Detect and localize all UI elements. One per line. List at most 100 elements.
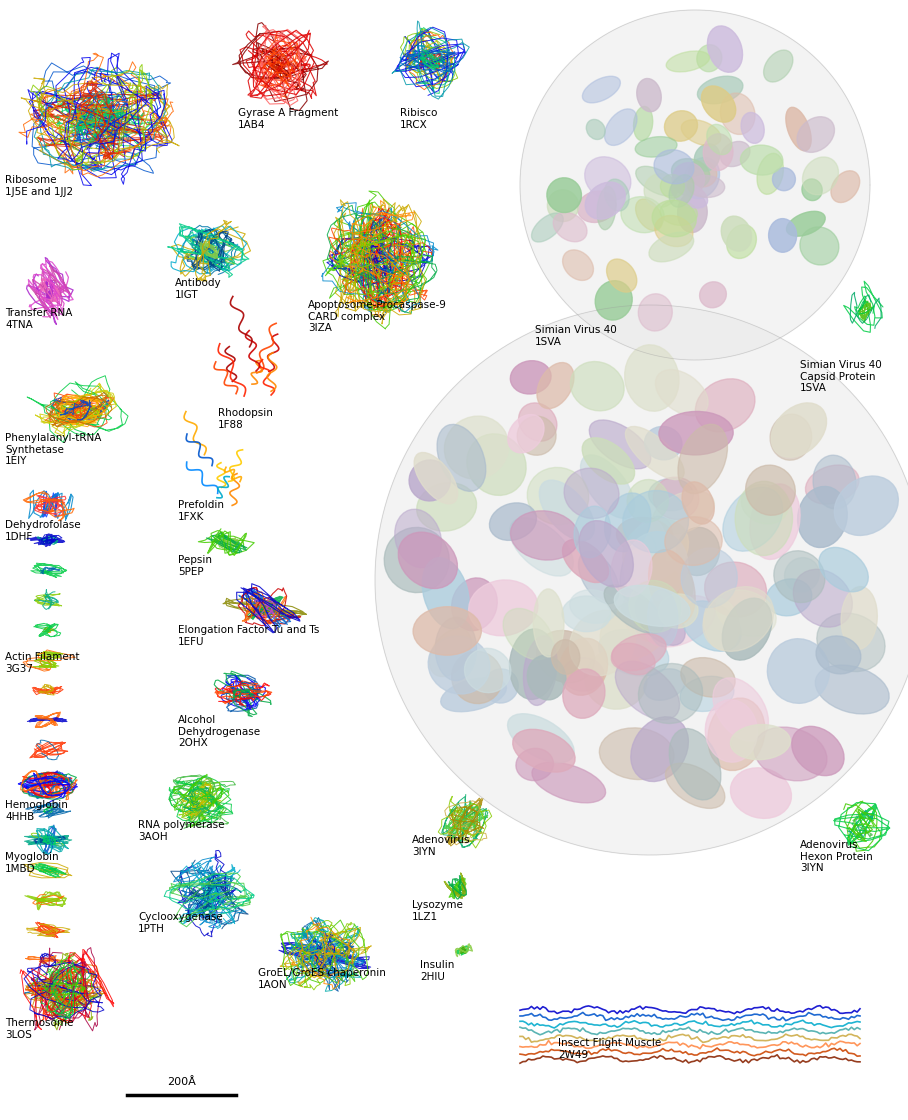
Ellipse shape (652, 200, 696, 236)
Ellipse shape (551, 640, 580, 674)
Ellipse shape (528, 467, 588, 524)
Ellipse shape (563, 250, 594, 280)
Ellipse shape (633, 567, 679, 624)
Ellipse shape (735, 482, 793, 556)
Ellipse shape (508, 713, 574, 763)
Ellipse shape (768, 218, 796, 252)
Ellipse shape (688, 160, 716, 187)
Ellipse shape (699, 282, 726, 308)
Ellipse shape (585, 157, 631, 200)
Ellipse shape (696, 45, 722, 72)
Ellipse shape (580, 455, 635, 519)
Ellipse shape (597, 187, 617, 230)
Ellipse shape (740, 146, 783, 175)
Text: Insulin
2HIU: Insulin 2HIU (420, 960, 454, 981)
Ellipse shape (615, 586, 690, 626)
Ellipse shape (636, 166, 678, 196)
Ellipse shape (548, 189, 578, 222)
Ellipse shape (704, 598, 739, 651)
Text: Dehydrofolase
1DHF: Dehydrofolase 1DHF (5, 520, 81, 542)
Ellipse shape (767, 638, 829, 703)
Ellipse shape (604, 585, 664, 634)
Ellipse shape (803, 157, 838, 195)
Ellipse shape (639, 516, 673, 554)
Ellipse shape (669, 728, 721, 800)
Ellipse shape (533, 589, 564, 657)
Ellipse shape (599, 728, 674, 780)
Ellipse shape (672, 162, 705, 196)
Ellipse shape (635, 606, 671, 642)
Ellipse shape (770, 414, 812, 460)
Ellipse shape (785, 558, 819, 592)
Ellipse shape (537, 363, 574, 409)
Ellipse shape (451, 652, 502, 703)
Ellipse shape (564, 468, 619, 519)
Ellipse shape (422, 558, 469, 628)
Ellipse shape (701, 86, 735, 122)
Ellipse shape (695, 143, 719, 171)
Ellipse shape (684, 158, 719, 198)
Ellipse shape (745, 465, 795, 515)
Ellipse shape (720, 93, 755, 134)
Ellipse shape (465, 648, 511, 692)
Ellipse shape (417, 483, 477, 531)
Ellipse shape (523, 636, 557, 706)
Ellipse shape (722, 598, 772, 660)
Ellipse shape (587, 120, 606, 140)
Ellipse shape (708, 698, 765, 771)
Text: Lysozyme
1LZ1: Lysozyme 1LZ1 (412, 900, 463, 922)
Ellipse shape (681, 548, 737, 607)
Ellipse shape (638, 293, 672, 332)
Ellipse shape (794, 569, 853, 627)
Ellipse shape (539, 480, 595, 541)
Ellipse shape (647, 589, 678, 646)
Text: 200Å: 200Å (167, 1077, 196, 1088)
Ellipse shape (531, 213, 563, 242)
Ellipse shape (677, 193, 707, 233)
Text: Prefoldin
1FXK: Prefoldin 1FXK (178, 500, 224, 522)
Ellipse shape (654, 477, 699, 520)
Ellipse shape (625, 345, 679, 411)
Ellipse shape (589, 420, 651, 469)
Ellipse shape (518, 417, 556, 455)
Ellipse shape (766, 579, 812, 616)
Ellipse shape (414, 452, 458, 504)
Ellipse shape (559, 638, 607, 696)
Ellipse shape (646, 596, 716, 647)
Text: Gyrase A Fragment
1AB4: Gyrase A Fragment 1AB4 (238, 108, 339, 130)
Ellipse shape (703, 587, 774, 652)
Ellipse shape (676, 528, 719, 576)
Text: Simian Virus 40
Capsid Protein
1SVA: Simian Virus 40 Capsid Protein 1SVA (800, 360, 882, 393)
Ellipse shape (750, 484, 800, 560)
Ellipse shape (508, 414, 544, 452)
Ellipse shape (774, 551, 824, 603)
Ellipse shape (509, 517, 573, 576)
Ellipse shape (605, 179, 629, 211)
Ellipse shape (834, 476, 898, 535)
Ellipse shape (616, 661, 679, 720)
Ellipse shape (631, 717, 688, 782)
Text: Ribisco
1RCX: Ribisco 1RCX (400, 108, 438, 130)
Ellipse shape (666, 763, 725, 809)
Ellipse shape (841, 587, 877, 650)
Ellipse shape (666, 52, 709, 72)
Text: Cyclooxygenase
1PTH: Cyclooxygenase 1PTH (138, 912, 222, 934)
Ellipse shape (562, 596, 611, 632)
Ellipse shape (706, 124, 732, 155)
Polygon shape (520, 10, 870, 360)
Text: Myoglobin
1MBD: Myoglobin 1MBD (5, 852, 59, 874)
Ellipse shape (429, 636, 490, 694)
Ellipse shape (395, 510, 441, 568)
Ellipse shape (741, 484, 788, 524)
Ellipse shape (624, 532, 688, 600)
Ellipse shape (716, 590, 776, 636)
Ellipse shape (654, 150, 694, 184)
Ellipse shape (611, 634, 666, 671)
Text: Adenovirus
Hexon Protein
3IYN: Adenovirus Hexon Protein 3IYN (800, 840, 873, 874)
Text: Phenylalanyl-tRNA
Synthetase
1EIY: Phenylalanyl-tRNA Synthetase 1EIY (5, 433, 102, 466)
Ellipse shape (611, 540, 652, 597)
Text: GroEL/GroES chaperonin
1AON: GroEL/GroES chaperonin 1AON (258, 968, 386, 990)
Ellipse shape (707, 26, 743, 73)
Ellipse shape (696, 379, 755, 432)
Ellipse shape (704, 133, 733, 170)
